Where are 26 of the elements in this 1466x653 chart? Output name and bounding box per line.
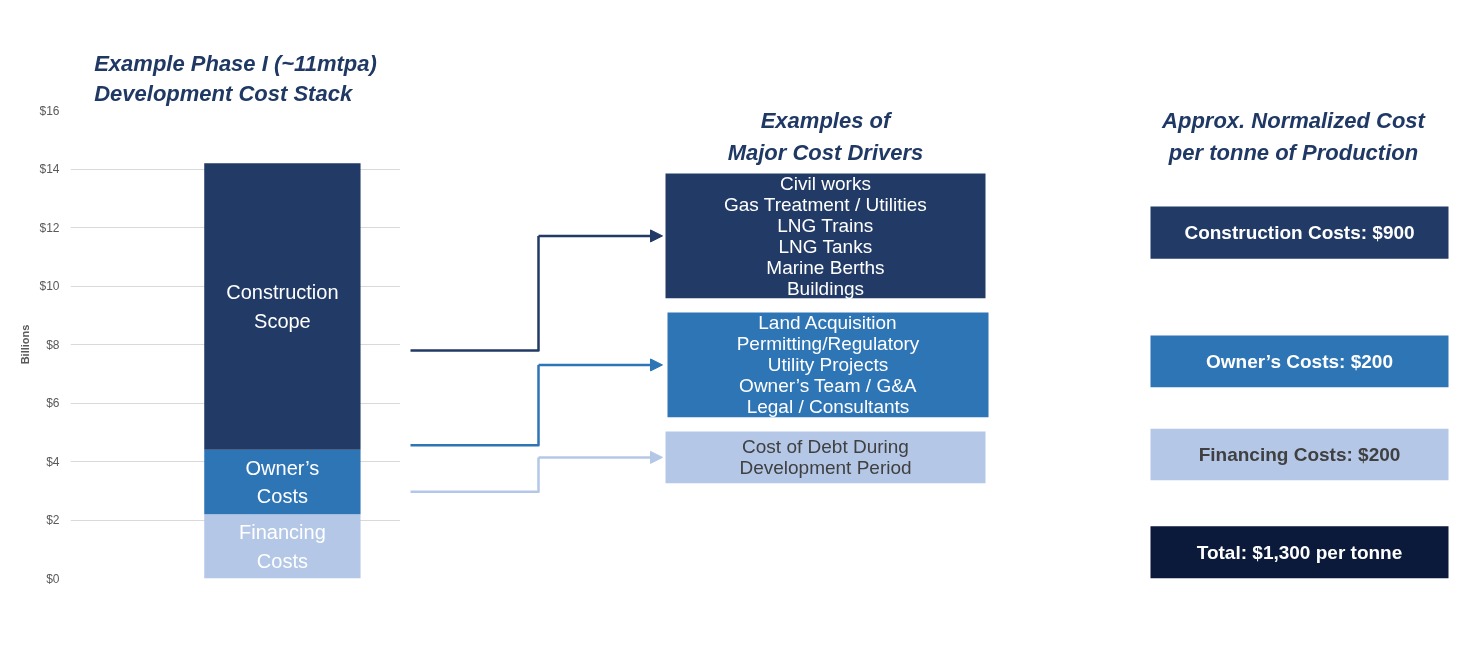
- y-tick-label: $2: [46, 513, 60, 527]
- series-label: Owner’s Costs: [245, 456, 320, 508]
- text: Approx. Normalized Cost per tonne of Production: [1161, 107, 1427, 166]
- y-tick-label: $4: [46, 454, 60, 469]
- text: Construction Costs: $900: [1184, 222, 1415, 244]
- y-tick-label: $6: [46, 396, 60, 410]
- chart-title: Example Phase I (~11mtpa) Development Cost Stack: [94, 50, 377, 106]
- text: Civil works Gas Treatment / Utilities LNG Trains LNG Tanks Marine Berths Buildings: [723, 172, 927, 299]
- bar: [204, 514, 361, 579]
- y-tick-label: $0: [46, 571, 60, 586]
- y-tick-label: $8: [46, 337, 60, 352]
- series-label: Construction Scope: [226, 281, 339, 332]
- text: Examples of Major Cost Drivers: [727, 107, 924, 166]
- y-tick-label: $10: [39, 279, 60, 293]
- y-axis-title: Billions: [19, 324, 32, 365]
- y-tick-label: $14: [39, 162, 60, 176]
- series-label: Financing Costs: [239, 521, 326, 572]
- bar: [204, 163, 361, 450]
- y-tick-label: $12: [39, 220, 60, 235]
- text: Financing Costs: $200: [1198, 444, 1401, 466]
- text: Land Acquisition Permitting/Regulatory Utility Projects Owner’s Team / G&A Legal / Consultants: [736, 312, 920, 418]
- text: Owner’s Costs: $200: [1206, 350, 1393, 372]
- text: Total: $1,300 per tonne: [1196, 541, 1403, 563]
- text: Cost of Debt During Development Period: [739, 436, 912, 479]
- y-tick-label: $16: [39, 103, 60, 118]
- bar: [204, 449, 361, 515]
